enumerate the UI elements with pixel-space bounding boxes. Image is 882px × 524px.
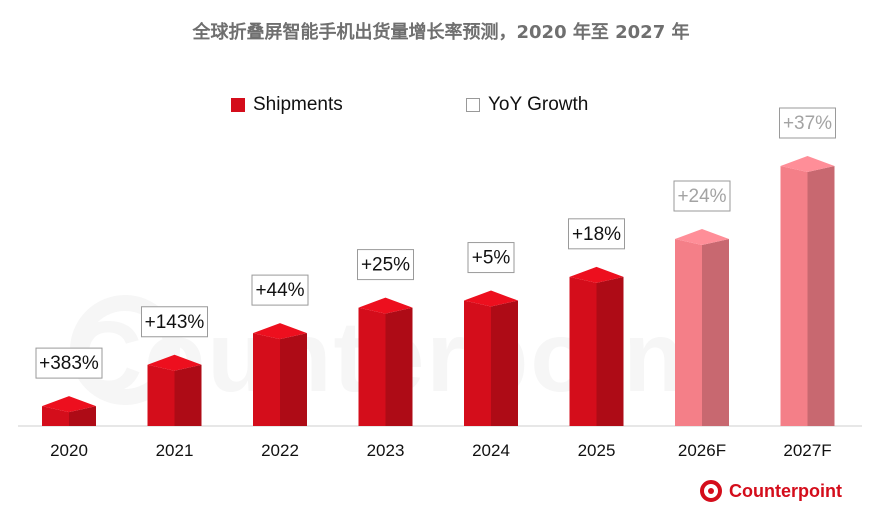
x-tick-label: 2025 — [578, 441, 616, 460]
bar-top-face — [147, 354, 202, 371]
bar-top-face — [42, 396, 96, 413]
bar-front-right — [491, 300, 518, 426]
x-tick-label: 2027F — [783, 441, 831, 460]
bar-2023 — [358, 297, 413, 426]
legend-item-shipments: Shipments — [231, 94, 343, 116]
legend-swatch-shipments — [231, 98, 245, 112]
bar-front-left — [42, 406, 69, 426]
growth-label: +37% — [783, 113, 832, 134]
growth-label: +44% — [255, 280, 304, 301]
x-tick-label: 2022 — [261, 441, 299, 460]
growth-label: +18% — [572, 224, 621, 245]
brand-name: Counterpoint — [729, 480, 842, 501]
bar-2024 — [464, 290, 518, 426]
growth-label-box — [568, 218, 625, 250]
growth-label-box — [35, 347, 103, 379]
growth-label: +5% — [472, 248, 511, 269]
bar-front-right — [596, 276, 624, 426]
growth-label-box — [357, 249, 414, 281]
bar-front-left — [780, 166, 808, 426]
bar-top-face — [569, 266, 624, 283]
bar-front-right — [702, 238, 729, 426]
bar-2022 — [253, 323, 307, 426]
bar-2026F — [675, 228, 729, 426]
legend-label-growth: YoY Growth — [488, 94, 589, 115]
legend-item-growth: YoY Growth — [466, 94, 588, 116]
bar-front-left — [147, 364, 175, 426]
x-tick-label: 2023 — [367, 441, 405, 460]
bar-front-right — [385, 307, 413, 426]
bar-top-face — [780, 156, 835, 172]
bar-2020 — [42, 396, 96, 426]
legend-label-shipments: Shipments — [253, 94, 343, 115]
counterpoint-mark-icon — [700, 480, 722, 502]
bar-2027F — [780, 156, 835, 426]
counterpoint-logo: Counterpoint — [700, 480, 842, 502]
bar-top-face — [358, 297, 413, 314]
x-tick-label: 2021 — [156, 441, 194, 460]
growth-label-box — [467, 242, 515, 274]
bar-top-face — [464, 290, 518, 307]
legend: Shipments YoY Growth — [0, 94, 882, 118]
growth-label: +24% — [677, 186, 726, 207]
growth-label-box — [141, 306, 208, 338]
bar-top-face — [675, 228, 729, 245]
legend-swatch-growth — [466, 98, 480, 112]
growth-label: +143% — [145, 312, 205, 333]
growth-label: +383% — [39, 353, 99, 374]
bar-front-right — [69, 406, 96, 426]
bar-2021 — [147, 354, 202, 426]
bar-front-left — [253, 333, 280, 426]
bar-front-right — [807, 166, 835, 426]
x-tick-label: 2026F — [678, 441, 726, 460]
bar-front-left — [358, 307, 386, 426]
bar-top-face — [253, 323, 307, 340]
bar-2025 — [569, 266, 624, 426]
chart-title: 全球折叠屏智能手机出货量增长率预测，2020 年至 2027 年 — [192, 22, 690, 43]
growth-label-box — [673, 180, 731, 212]
bar-front-left — [675, 238, 702, 426]
growth-label-box — [251, 274, 309, 306]
x-tick-label: 2020 — [50, 441, 88, 460]
growth-label-box — [779, 107, 836, 139]
bar-front-right — [174, 364, 202, 426]
growth-label: +25% — [361, 255, 410, 276]
bar-front-right — [280, 333, 307, 426]
bar-front-left — [569, 276, 597, 426]
x-tick-label: 2024 — [472, 441, 510, 460]
bar-front-left — [464, 300, 491, 426]
